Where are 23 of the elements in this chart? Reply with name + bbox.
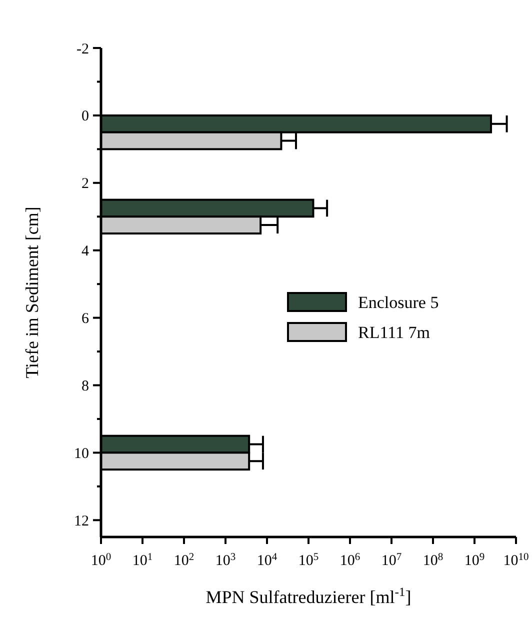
y-tick-label: 0 [82, 108, 89, 125]
x-tick-label: 10$^{7}$ [381, 552, 402, 569]
y-tick-label: 2 [82, 176, 89, 192]
y-tick-label: 10 [74, 446, 89, 462]
x-tick-label: 10$^{0}$ [90, 552, 112, 569]
x-tick-label: 10$^{4}$ [256, 552, 278, 569]
x-tick-label: 10$^{3}$ [215, 552, 236, 569]
x-tick-label: 10$^{6}$ [340, 552, 360, 569]
y-tick-label: 6 [82, 311, 90, 328]
x-tick-label: 10$^{5}$ [298, 552, 319, 569]
legend-label: RL111 7m [358, 322, 430, 342]
y-axis-title: Tiefe im Sediment [cm] [22, 206, 42, 378]
legend-label: Enclosure 5 [358, 292, 439, 312]
x-axis-title: MPN Sulfatreduzierer [ml$^{-1}$] [206, 585, 412, 607]
y-tick-label: 8 [82, 378, 89, 394]
x-tick-label: 10$^{2}$ [174, 552, 194, 569]
y-tick-label: 4 [82, 244, 90, 260]
x-tick-label: 10$^{1}$ [132, 552, 153, 569]
x-tick-label: 10$^{9}$ [464, 552, 485, 569]
y-tick-label: -2 [76, 41, 89, 58]
x-tick-label: 10$^{10}$ [503, 552, 529, 569]
y-tick-label: 12 [74, 513, 89, 530]
x-tick-label: 10$^{8}$ [422, 552, 444, 569]
